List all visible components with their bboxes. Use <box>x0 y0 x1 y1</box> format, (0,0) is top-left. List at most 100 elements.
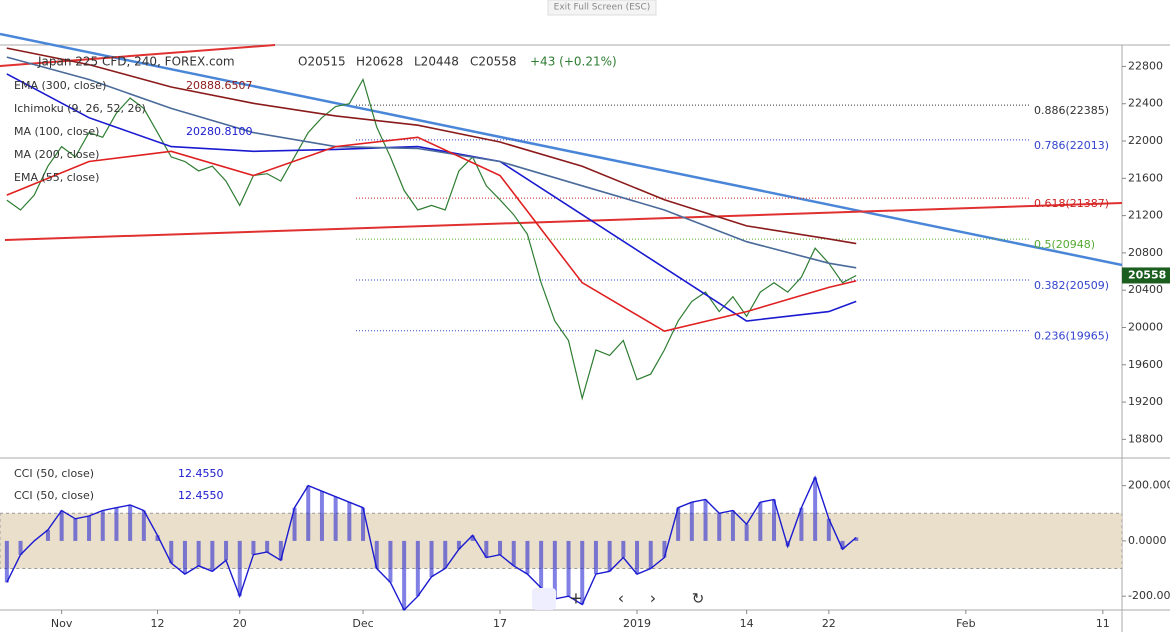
trend-line <box>0 44 276 67</box>
exit-button[interactable] <box>547 0 657 16</box>
cci-bar <box>100 510 105 541</box>
cci-bar <box>182 540 187 575</box>
cci-bar <box>662 540 667 558</box>
cci-bar <box>210 540 215 572</box>
cci-bar <box>511 540 516 566</box>
cci-bar <box>361 507 366 541</box>
cci-bar <box>292 507 297 541</box>
trend-lines <box>0 32 1123 267</box>
legend-value: 12.4550 <box>178 467 224 480</box>
scroll-left-button[interactable]: ‹ <box>618 589 624 608</box>
symbol-title: Japan 225 CFD, 240, FOREX.com <box>37 55 235 69</box>
y-tick-label: 19200 <box>1128 395 1163 408</box>
cci-bar <box>388 540 393 583</box>
cci-bar <box>374 540 379 569</box>
cci-bar <box>854 537 859 541</box>
cci-bar <box>4 540 9 583</box>
cci-bar <box>456 540 461 550</box>
cci-bar <box>539 540 544 588</box>
cci-bar <box>196 540 201 566</box>
cci-bar <box>87 516 92 541</box>
header: Japan 225 CFD, 240, FOREX.com O20515 H20… <box>37 55 617 69</box>
exit-label[interactable]: Exit Full Screen (ESC) <box>554 3 651 13</box>
x-tick-label: 11 <box>1096 617 1110 630</box>
change: +43 (+0.21%) <box>530 55 617 69</box>
cci-bar <box>730 510 735 541</box>
y-tick-label: 20800 <box>1128 246 1163 259</box>
series-line <box>6 56 857 269</box>
cci-bar <box>498 540 503 555</box>
cci-bar <box>278 540 283 561</box>
ohlc-open: O20515 <box>298 55 346 69</box>
plot: 22800 22400 22000 21600 21200 20800 20400 20000… <box>0 47 1170 630</box>
cci-bar <box>484 540 489 558</box>
y-tick-label: 19600 <box>1128 358 1163 371</box>
legend-name: EMA (300, close) <box>14 79 106 92</box>
fib-label: 0.618(21387) <box>1034 197 1109 210</box>
legend-name: CCI (50, close) <box>14 489 94 502</box>
cci-bar <box>826 518 831 541</box>
zoom-out-button[interactable] <box>532 588 556 610</box>
cci-band <box>0 512 1123 570</box>
toolbar: + ‹ › ↻ <box>532 588 704 610</box>
x-tick-label: 17 <box>493 617 507 630</box>
fib-label: 0.236(19965) <box>1034 330 1109 343</box>
cci-bar <box>347 502 352 541</box>
x-tick-label: Nov <box>51 617 73 630</box>
x-tick-label: 2019 <box>623 617 651 630</box>
ohlc-high: H20628 <box>356 55 403 69</box>
cci-bar <box>813 477 818 541</box>
cci-bar <box>251 540 256 555</box>
ohlc-close: C20558 <box>470 55 517 69</box>
cci-bar <box>689 502 694 541</box>
zoom-in-button[interactable]: + <box>569 589 582 608</box>
trend-line <box>0 32 1123 267</box>
cci-bar <box>224 540 229 561</box>
legend-value: 12.4550 <box>178 489 224 502</box>
cci-bar <box>758 502 763 541</box>
ohlc-low: L20448 <box>414 55 459 69</box>
y-tick-label: 22000 <box>1128 134 1163 147</box>
cci-bar <box>45 529 50 541</box>
cci-bar <box>429 540 434 577</box>
cci-bar <box>141 510 146 541</box>
cci-bar <box>319 491 324 541</box>
cci-bar <box>552 540 557 599</box>
cci-bar <box>402 540 407 610</box>
cci-bar <box>155 535 160 541</box>
cci-bar <box>128 504 133 541</box>
cci-bar <box>772 499 777 541</box>
cci-bar <box>169 540 174 564</box>
y-tick-label: -200.0000 <box>1128 589 1170 602</box>
cci-bar <box>799 507 804 541</box>
cci-bar <box>265 540 270 552</box>
trend-line <box>4 202 1123 241</box>
cci-bar <box>717 513 722 541</box>
cci-bar <box>470 535 475 541</box>
legend-name: Ichimoku (9, 26, 52, 26) <box>14 102 146 115</box>
cci-bar <box>744 524 749 541</box>
series-line <box>6 77 857 401</box>
reset-button[interactable]: ↻ <box>692 590 705 608</box>
cci-bar <box>593 540 598 575</box>
cci-bar <box>703 499 708 541</box>
legend-name: MA (200, close) <box>14 148 99 161</box>
legend-value: 20888.6507 <box>186 79 252 92</box>
cci-bar <box>114 507 119 541</box>
cci-bar <box>237 540 242 597</box>
cci-bar <box>785 540 790 547</box>
series-line <box>6 136 857 333</box>
y-tick-label: 21600 <box>1128 171 1163 184</box>
legend-name: EMA (55, close) <box>14 171 99 184</box>
cci-bar <box>566 540 571 597</box>
cci-bar <box>607 540 612 572</box>
cci-bar <box>635 540 640 575</box>
price-tag <box>1122 267 1170 284</box>
y-tick-label: 22400 <box>1128 97 1163 110</box>
scroll-right-button[interactable]: › <box>650 589 656 608</box>
y-tick-label: 18800 <box>1128 432 1163 445</box>
cci-bar <box>840 540 845 550</box>
series-line <box>6 73 857 322</box>
fib-label: 0.886(22385) <box>1034 104 1109 117</box>
